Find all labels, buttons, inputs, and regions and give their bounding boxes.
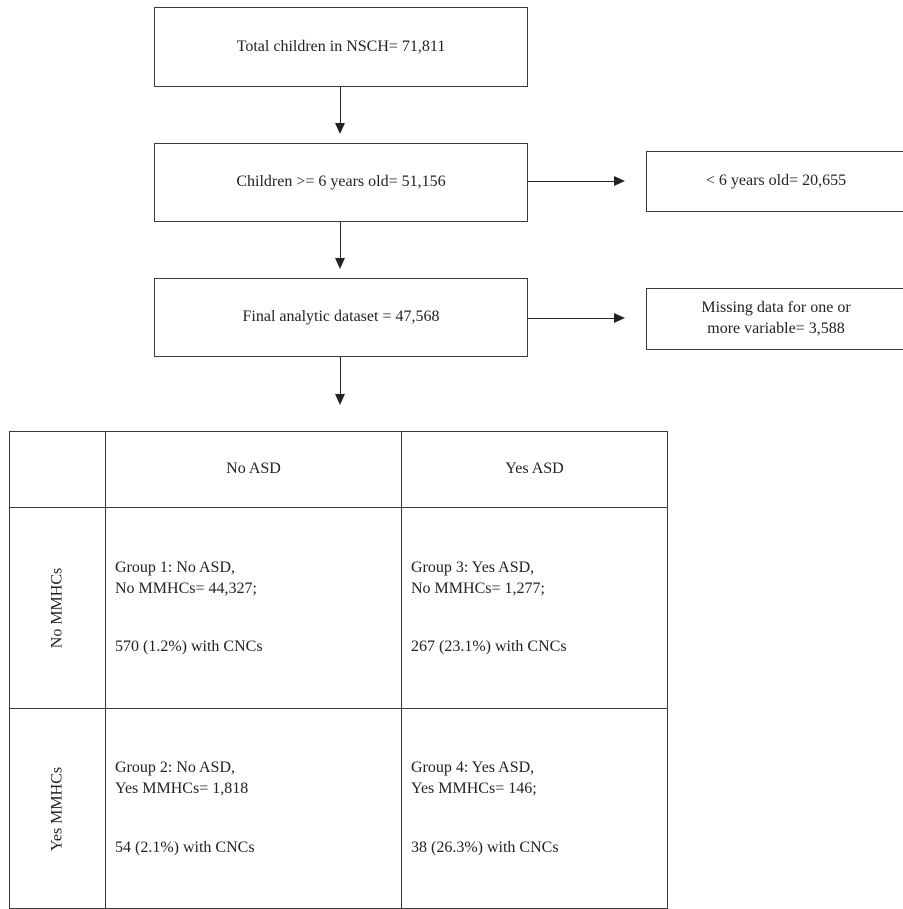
total-children-label: Total children in NSCH= 71,811 — [236, 37, 446, 55]
corner-cell — [9, 431, 106, 508]
connector-total-to-over6 — [340, 87, 341, 124]
group-4-title: Group 4: Yes ASD, — [411, 759, 535, 777]
table-row: No MMHCs Group 1: No ASD, No MMHCs= 44,3… — [9, 507, 668, 709]
connector-over6-to-final — [340, 222, 341, 259]
over6-label: Children >= 6 years old= 51,156 — [236, 173, 446, 191]
total-children-box: Total children in NSCH= 71,811 — [154, 7, 528, 87]
row-header-label: No MMHCs — [48, 567, 66, 649]
final-dataset-box: Final analytic dataset = 47,568 — [154, 278, 528, 357]
arrow-down-icon — [335, 123, 345, 134]
group-1-cnc: 570 (1.2%) with CNCs — [115, 638, 263, 656]
arrow-right-icon — [614, 313, 625, 323]
final-dataset-label: Final analytic dataset = 47,568 — [242, 308, 440, 326]
group-4-cnc: 38 (26.3%) with CNCs — [411, 838, 559, 856]
over6-box: Children >= 6 years old= 51,156 — [154, 143, 528, 222]
col-header-no-asd: No ASD — [105, 431, 402, 508]
group-2-cell: Group 2: No ASD, Yes MMHCs= 1,818 54 (2.… — [105, 708, 402, 909]
group-3-cnc: 267 (23.1%) with CNCs — [411, 638, 567, 656]
connector-over6-to-under6 — [528, 181, 616, 182]
row-header-yes-mmhcs: Yes MMHCs — [9, 708, 106, 909]
group-3-title: Group 3: Yes ASD, — [411, 558, 535, 576]
group-2-title: Group 2: No ASD, — [115, 759, 236, 777]
group-2-cnc: 54 (2.1%) with CNCs — [115, 838, 255, 856]
arrow-down-icon — [335, 394, 345, 405]
group-3-count: No MMHCs= 1,277; — [411, 579, 545, 597]
arrow-down-icon — [335, 258, 345, 269]
under6-label: < 6 years old= 20,655 — [705, 172, 847, 190]
group-1-title: Group 1: No ASD, — [115, 558, 236, 576]
group-1-cell: Group 1: No ASD, No MMHCs= 44,327; 570 (… — [105, 507, 402, 709]
missing-data-line1: Missing data for one or — [701, 299, 851, 317]
missing-data-line2: more variable= 3,588 — [707, 320, 845, 337]
row-header-no-mmhcs: No MMHCs — [9, 507, 106, 709]
connector-final-to-table — [340, 357, 341, 395]
group-1-count: No MMHCs= 44,327; — [115, 579, 257, 597]
group-2-count: Yes MMHCs= 1,818 — [115, 780, 249, 798]
table-header-row: No ASD Yes ASD — [9, 431, 668, 508]
connector-final-to-missing — [528, 318, 616, 319]
row-header-label: Yes MMHCs — [48, 766, 66, 851]
table-row: Yes MMHCs Group 2: No ASD, Yes MMHCs= 1,… — [9, 708, 668, 909]
group-table: No ASD Yes ASD No MMHCs Group 1: No ASD,… — [9, 431, 668, 909]
under6-box: < 6 years old= 20,655 — [646, 151, 903, 212]
col-header-yes-asd: Yes ASD — [401, 431, 668, 508]
missing-data-box: Missing data for one or more variable= 3… — [646, 288, 903, 350]
group-4-cell: Group 4: Yes ASD, Yes MMHCs= 146; 38 (26… — [401, 708, 668, 909]
group-4-count: Yes MMHCs= 146; — [411, 780, 537, 798]
arrow-right-icon — [614, 176, 625, 186]
group-3-cell: Group 3: Yes ASD, No MMHCs= 1,277; 267 (… — [401, 507, 668, 709]
